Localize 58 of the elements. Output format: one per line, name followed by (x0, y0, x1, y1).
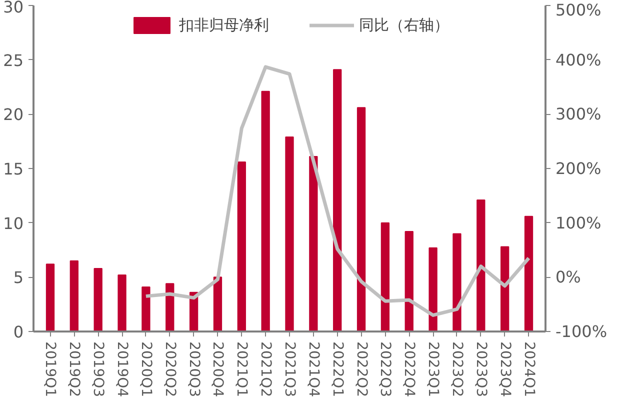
x-tick-label: 2022Q3 (377, 342, 394, 398)
y-tick-label: 20 (3, 105, 24, 124)
legend-label: 扣非归母净利 (179, 16, 269, 34)
x-tick-label: 2023Q1 (425, 342, 442, 398)
x-tick-label: 2019Q3 (90, 342, 106, 398)
bar (380, 222, 390, 332)
x-tick-label: 2021Q4 (305, 342, 322, 398)
x-tick-label: 2020Q3 (186, 342, 202, 398)
bar (333, 69, 342, 332)
y2-tick-label: 500% (556, 0, 602, 20)
x-tick-label: 2020Q2 (162, 342, 178, 398)
x-tick-label: 2021Q1 (234, 342, 250, 398)
y-tick-label: 0 (13, 322, 24, 342)
bar (309, 156, 318, 332)
x-tick-label: 2023Q3 (472, 342, 489, 398)
bar (524, 216, 534, 332)
legend-label: 同比（右轴） (359, 16, 449, 34)
bar (261, 90, 270, 332)
bar (476, 200, 486, 332)
x-tick-label: 2024Q1 (520, 342, 537, 398)
y-tick-label: 5 (13, 268, 24, 288)
x-tick-label: 2020Q4 (210, 342, 226, 398)
y2-tick-label: 100% (556, 213, 602, 232)
y2-tick-label: 0% (556, 268, 581, 287)
bar (452, 233, 462, 332)
x-tick-label: 2021Q2 (258, 342, 274, 398)
bar (404, 231, 414, 332)
line-series (144, 65, 530, 317)
y2-tick-label: 400% (556, 50, 602, 70)
x-tick-label: 2021Q3 (282, 342, 298, 398)
y-tick-label: 15 (3, 160, 24, 178)
bar (46, 264, 55, 332)
bar (285, 136, 294, 332)
bar (237, 161, 246, 332)
bar (428, 247, 438, 332)
y-tick-label: 10 (3, 214, 24, 233)
bar (118, 274, 126, 332)
x-tick-label: 2019Q4 (114, 342, 130, 398)
bar (356, 107, 366, 332)
bar (500, 246, 510, 332)
x-tick-label: 2019Q2 (66, 342, 82, 398)
y-tick-label: 30 (3, 0, 24, 16)
bar (70, 260, 78, 332)
bar (213, 276, 222, 332)
x-tick-label: 2019Q1 (42, 342, 58, 398)
y-tick-label: 25 (3, 50, 24, 70)
bar (166, 283, 174, 332)
x-tick-label: 2023Q2 (448, 342, 465, 398)
x-tick-label: 2022Q2 (353, 342, 370, 398)
bar (94, 268, 102, 332)
x-tick-label: 2022Q4 (401, 342, 418, 398)
y2-tick-label: -100% (556, 322, 608, 341)
x-tick-label: 2022Q1 (329, 342, 346, 398)
y2-tick-label: 200% (556, 159, 602, 178)
bar (142, 286, 150, 332)
y2-tick-label: 300% (556, 104, 602, 124)
x-tick-label: 2020Q1 (138, 342, 154, 398)
x-tick-label: 2023Q4 (496, 342, 513, 398)
